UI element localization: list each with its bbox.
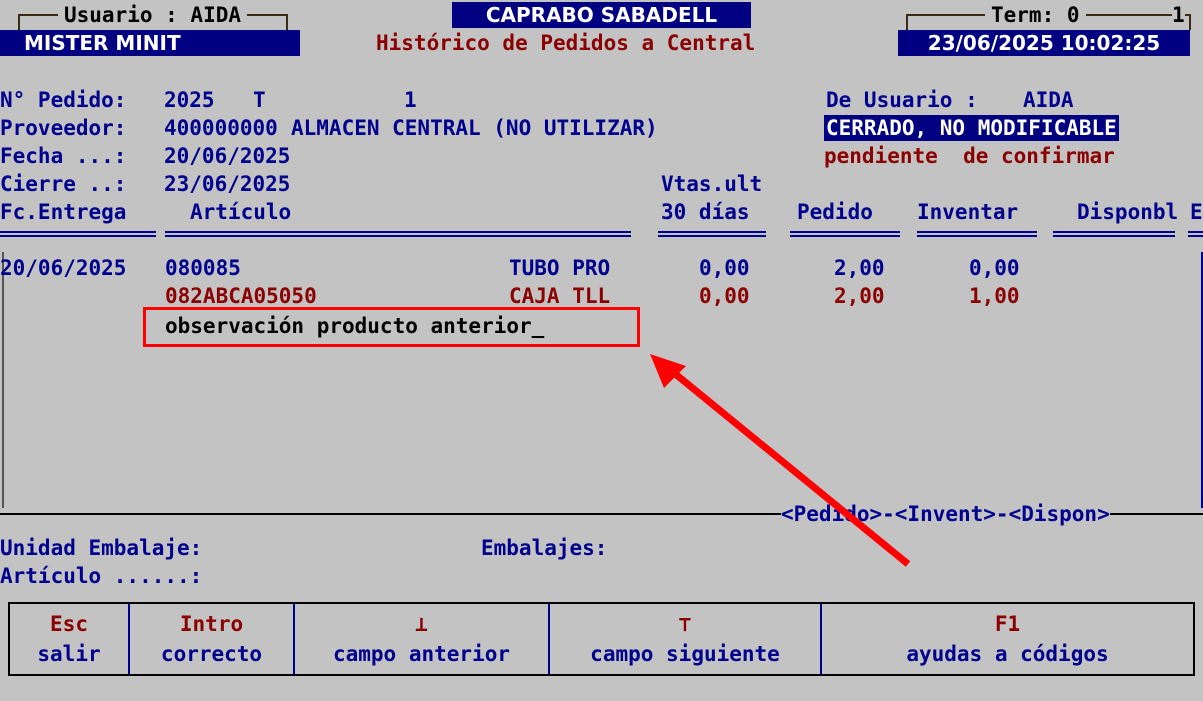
rule-e: [1188, 231, 1203, 237]
screen-title: Histórico de Pedidos a Central: [376, 31, 756, 55]
rule-30-dias: [658, 231, 766, 237]
fkey-intro[interactable]: Intro correcto: [130, 604, 295, 674]
fkey-esc-desc: salir: [37, 642, 101, 666]
rule-fc-entrega: [0, 231, 156, 237]
close-date-value[interactable]: 23/06/2025: [164, 172, 291, 196]
cell-inventar: 0,00: [969, 256, 1020, 280]
arrow-up-icon: ⊥: [415, 612, 428, 636]
term-frame-label: Term: 0: [985, 1, 1086, 29]
term-frame-number: 1: [1172, 1, 1185, 29]
column-footer-markers: <Pedido>-<Invent>-<Dispon>: [781, 502, 1110, 526]
embalajes-label: Embalajes:: [481, 536, 608, 560]
provider-name: ALMACEN CENTRAL (NO UTILIZAR): [291, 116, 658, 140]
table-row[interactable]: 20/06/2025 080085 TUBO PRO 0,00 2,00 0,0…: [0, 254, 1020, 478]
status-badge: CERRADO, NO MODIFICABLE: [824, 115, 1119, 141]
fkey-campo-anterior[interactable]: ⊥ campo anterior: [295, 604, 550, 674]
cell-pedido: 2,00: [834, 256, 885, 280]
fkey-campo-anterior-desc: campo anterior: [332, 642, 510, 666]
column-header-vtas-ult: Vtas.ult: [661, 172, 763, 196]
table-row[interactable]: 082ABCA05050 CAJA TLL 0,00 2,00 1,00: [0, 282, 1020, 506]
function-key-bar: Esc salir Intro correcto ⊥ campo anterio…: [8, 602, 1195, 676]
provider-label: Proveedor:: [0, 116, 127, 140]
datetime-badge: 23/06/2025 10:02:25: [898, 30, 1190, 56]
order-number-seq[interactable]: 1: [404, 88, 417, 112]
store-badge: CAPRABO SABADELL: [452, 2, 751, 28]
cell-articulo: 080085: [165, 256, 241, 280]
column-header-inventar: Inventar: [917, 200, 1019, 224]
cell-articulo: 082ABCA05050: [165, 284, 317, 308]
close-date-label: Cierre ..:: [0, 172, 127, 196]
fkey-campo-siguiente-desc: campo siguiente: [590, 642, 780, 666]
order-number-year[interactable]: 2025: [164, 88, 215, 112]
order-date-label: Fecha ...:: [0, 144, 127, 168]
fkey-intro-desc: correcto: [160, 642, 263, 666]
column-header-30-dias: 30 días: [661, 200, 750, 224]
arrow-down-icon: ⊤: [678, 612, 692, 636]
cell-inventar: 1,00: [969, 284, 1020, 308]
fkey-intro-key: Intro: [179, 612, 244, 636]
rule-articulo: [165, 231, 631, 237]
column-header-articulo: Artículo: [190, 200, 292, 224]
articulo-detail-label: Artículo ......:: [0, 564, 203, 588]
column-header-disponbl: Disponbl: [1077, 200, 1179, 224]
rule-disponbl: [1053, 231, 1175, 237]
cell-ventas-30: 0,00: [699, 256, 750, 280]
column-header-e: E: [1190, 200, 1203, 224]
provider-code[interactable]: 400000000: [164, 116, 278, 140]
column-header-pedido: Pedido: [797, 200, 873, 224]
fkey-f1[interactable]: F1 ayudas a códigos: [822, 604, 1193, 674]
fkey-esc[interactable]: Esc salir: [10, 604, 130, 674]
cell-pedido: 2,00: [834, 284, 885, 308]
annotation-arrow: [650, 354, 911, 567]
order-number-type[interactable]: T: [253, 88, 266, 112]
observation-input[interactable]: observación producto anterior_: [165, 314, 545, 338]
order-date-value[interactable]: 20/06/2025: [164, 144, 291, 168]
from-user-value: AIDA: [1023, 88, 1074, 112]
fkey-f1-desc: ayudas a códigos: [906, 642, 1109, 666]
list-right-edge: [1201, 252, 1203, 508]
order-number-label: N° Pedido:: [0, 88, 127, 112]
fkey-esc-key: Esc: [50, 612, 88, 636]
user-frame-label: Usuario : AIDA: [58, 1, 248, 29]
cell-descripcion: TUBO PRO: [509, 256, 611, 280]
fkey-campo-siguiente[interactable]: ⊤ campo siguiente: [550, 604, 822, 674]
cell-ventas-30: 0,00: [699, 284, 750, 308]
unidad-embalaje-label: Unidad Embalaje:: [0, 536, 203, 560]
column-header-fc-entrega: Fc.Entrega: [0, 200, 127, 224]
rule-inventar: [917, 231, 1037, 237]
cell-fc-entrega: 20/06/2025: [0, 256, 127, 280]
status-note: pendiente de confirmar: [824, 144, 1115, 168]
company-banner: MISTER MINIT: [0, 30, 300, 56]
fkey-f1-key: F1: [994, 612, 1021, 636]
rule-pedido: [790, 231, 900, 237]
cell-descripcion: CAJA TLL: [509, 284, 611, 308]
list-scrollbar[interactable]: [2, 252, 4, 508]
from-user-label: De Usuario :: [826, 88, 978, 112]
list-bottom-rule: [0, 513, 1203, 515]
